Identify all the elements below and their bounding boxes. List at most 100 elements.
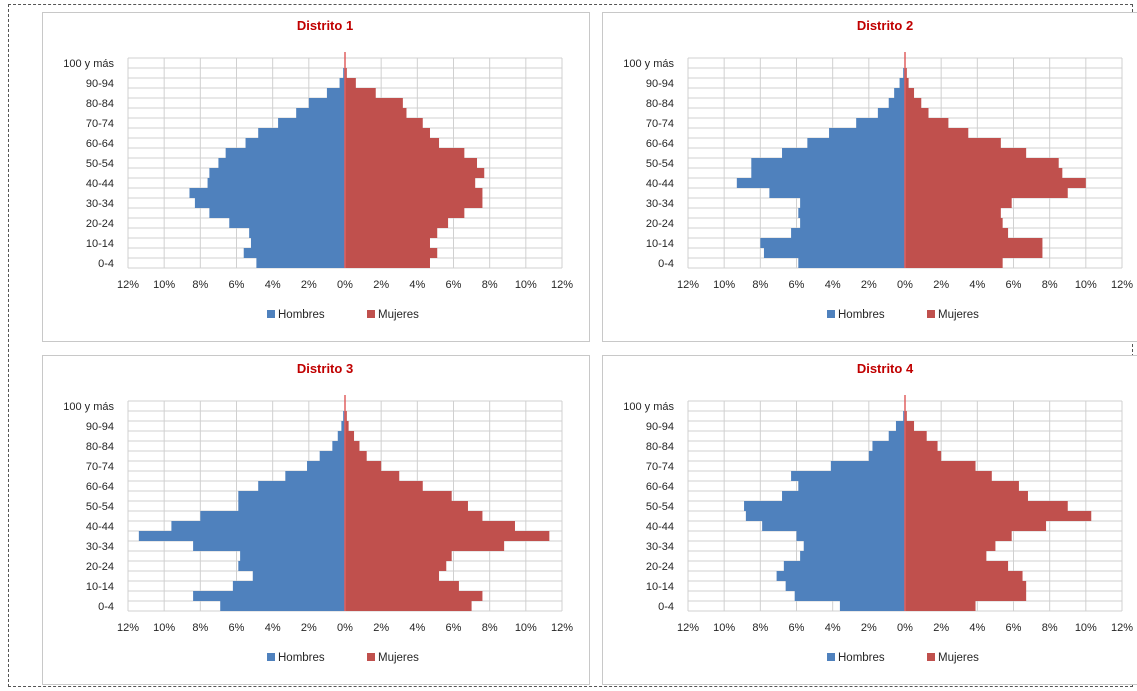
category-label: 30-34 (646, 541, 674, 553)
bar-hombres (194, 198, 345, 208)
bar-hombres (763, 248, 905, 258)
bar-hombres (209, 208, 345, 218)
bar-hombres (220, 601, 345, 611)
bar-hombres (296, 108, 345, 118)
bar-mujeres (905, 258, 1003, 268)
bar-mujeres (345, 88, 376, 98)
category-label: 60-64 (86, 481, 114, 493)
bar-hombres (888, 431, 905, 441)
x-tick-label: 0% (897, 622, 913, 634)
bar-mujeres (345, 441, 360, 451)
bar-hombres (193, 541, 345, 551)
bar-hombres (258, 128, 345, 138)
bar-mujeres (905, 571, 1023, 581)
x-tick-label: 12% (117, 622, 139, 634)
bar-mujeres (345, 188, 483, 198)
pyramid-chart: Distrito 3 0-4 10-14 20-24 30-34 40-44 50-54 60… (42, 355, 590, 685)
bar-mujeres (345, 148, 465, 158)
bar-mujeres (905, 601, 976, 611)
bar-mujeres (905, 541, 996, 551)
category-label: 80-84 (646, 441, 674, 453)
bar-mujeres (905, 461, 976, 471)
legend-label-mujeres: Mujeres (378, 309, 419, 321)
x-tick-label: 12% (677, 622, 699, 634)
bar-mujeres (905, 88, 915, 98)
x-tick-label: 4% (825, 279, 841, 291)
bar-hombres (903, 68, 905, 78)
bars (138, 411, 550, 611)
bar-mujeres (905, 248, 1043, 258)
bar-mujeres (905, 431, 927, 441)
x-tick-label: 10% (1075, 622, 1097, 634)
category-label: 10-14 (646, 238, 674, 250)
bar-mujeres (345, 98, 403, 108)
bar-hombres (249, 228, 345, 238)
legend-label-hombres: Hombres (838, 309, 885, 321)
category-label: 20-24 (86, 561, 114, 573)
bar-mujeres (905, 511, 1092, 521)
bar-mujeres (345, 551, 452, 561)
x-tick-label: 6% (789, 622, 805, 634)
bar-mujeres (345, 581, 459, 591)
pyramid-chart: Distrito 1 0-4 10-14 20-24 30-34 40-44 50-54 60… (42, 12, 590, 342)
x-tick-label: 8% (1042, 622, 1058, 634)
bar-mujeres (905, 421, 915, 431)
category-label: 10-14 (86, 581, 114, 593)
bars (736, 68, 1086, 268)
x-tick-label: 2% (933, 622, 949, 634)
category-label: 0-4 (658, 601, 674, 613)
x-tick-labels: 12% 10% 8% 6% 4% 2% 0% 2% 4% 6% 8% 10% 12% (117, 622, 573, 634)
category-label: 100 y más (63, 58, 114, 70)
bar-hombres (796, 531, 905, 541)
bar-hombres (830, 461, 905, 471)
bar-hombres (319, 451, 345, 461)
bar-hombres (258, 481, 345, 491)
bar-hombres (278, 118, 345, 128)
bar-hombres (240, 551, 345, 561)
category-label: 10-14 (646, 581, 674, 593)
x-tick-label: 2% (301, 622, 317, 634)
x-tick-label: 10% (713, 622, 735, 634)
bar-hombres (238, 501, 345, 511)
bar-mujeres (345, 68, 347, 78)
bar-mujeres (345, 218, 449, 228)
bar-mujeres (345, 198, 483, 208)
x-tick-label: 2% (861, 279, 877, 291)
x-tick-label: 4% (409, 279, 425, 291)
bar-mujeres (345, 228, 438, 238)
bar-hombres (171, 521, 345, 531)
bar-mujeres (905, 218, 1003, 228)
category-label: 30-34 (86, 541, 114, 553)
bar-hombres (339, 78, 345, 88)
category-label: 0-4 (98, 258, 114, 270)
chart-border (42, 12, 590, 342)
x-tick-label: 2% (373, 279, 389, 291)
x-tick-label: 4% (265, 279, 281, 291)
bar-hombres (189, 188, 345, 198)
x-tick-label: 8% (192, 279, 208, 291)
x-tick-label: 10% (713, 279, 735, 291)
bar-mujeres (905, 591, 1027, 601)
x-tick-label: 10% (1075, 279, 1097, 291)
bar-mujeres (345, 521, 515, 531)
bar-hombres (783, 561, 905, 571)
category-label: 70-74 (646, 461, 674, 473)
bar-hombres (285, 471, 345, 481)
x-tick-label: 12% (677, 279, 699, 291)
category-label: 100 y más (63, 401, 114, 413)
bar-hombres (791, 228, 905, 238)
category-labels: 0-4 10-14 20-24 30-34 40-44 50-54 60-64 70-74 80… (63, 401, 114, 613)
legend: Hombres Mujeres (827, 652, 979, 664)
category-label: 70-74 (86, 461, 114, 473)
category-label: 70-74 (86, 118, 114, 130)
chart-title: Distrito 3 (297, 361, 353, 376)
x-tick-label: 8% (482, 279, 498, 291)
bar-hombres (745, 511, 905, 521)
bar-mujeres (345, 411, 347, 421)
bar-mujeres (345, 178, 476, 188)
x-tick-label: 2% (373, 622, 389, 634)
bar-mujeres (905, 521, 1047, 531)
legend-label-mujeres: Mujeres (938, 652, 979, 664)
bar-hombres (798, 208, 905, 218)
x-tick-label: 6% (446, 279, 462, 291)
